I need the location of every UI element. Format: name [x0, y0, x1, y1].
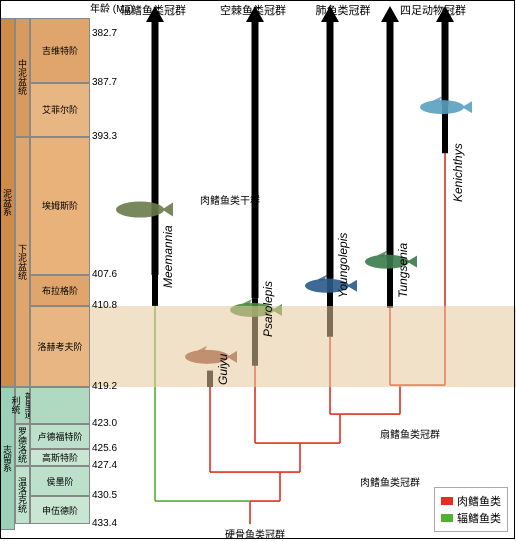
highlight-band	[90, 306, 516, 387]
strat-cell: 洛赫考夫阶	[30, 306, 90, 387]
clade-label: 扇鳍鱼类冠群	[380, 426, 440, 441]
crown-group-label: 四足动物冠群	[388, 2, 478, 18]
strat-cell: 吉维特阶	[30, 18, 90, 83]
taxon-label: Tungsenia	[396, 243, 410, 298]
strat-cell: 侯墨阶	[30, 466, 90, 496]
age-tick: 423.0	[92, 418, 117, 429]
stem-group-label: 肉鳍鱼类干群	[200, 192, 260, 207]
age-tick: 382.7	[92, 28, 117, 39]
clade-label: 肉鳍鱼类冠群	[360, 474, 420, 489]
strat-cell: 申伍德阶	[30, 496, 90, 524]
taxon-label: Kenichthys	[451, 143, 465, 202]
strat-cell: 高斯特阶	[30, 449, 90, 466]
taxon-label: Youngolepis	[336, 233, 350, 298]
age-tick: 387.7	[92, 77, 117, 88]
strat-cell: 泥盆系	[0, 18, 15, 387]
age-tick: 410.8	[92, 300, 117, 311]
diagram-canvas: 泥盆系志留系中泥盆统下泥盆统普里道利统罗德洛统温洛克统吉维特阶艾菲尔阶埃姆斯阶布…	[0, 0, 516, 540]
crown-group-label: 辐鳍鱼类冠群	[108, 2, 198, 18]
age-tick: 407.6	[92, 269, 117, 280]
age-tick: 393.3	[92, 131, 117, 142]
age-tick: 427.4	[92, 460, 117, 471]
crown-group-label: 肺鱼类冠群	[298, 2, 388, 18]
strat-cell: 埃姆斯阶	[30, 137, 90, 275]
strat-cell: 下泥盆统	[15, 137, 30, 387]
clade-label: 硬骨鱼类冠群	[225, 526, 285, 541]
age-tick: 433.4	[92, 518, 117, 529]
legend-label: 肉鳍鱼类	[457, 493, 501, 509]
age-tick: 419.2	[92, 381, 117, 392]
strat-cell: 罗德洛统	[15, 424, 30, 467]
age-tick: 430.5	[92, 490, 117, 501]
phylogeny-tree	[90, 0, 516, 540]
taxon-label: Meemannia	[161, 226, 175, 289]
taxon-label: Guiyu	[216, 354, 230, 385]
strat-cell: 布拉格阶	[30, 275, 90, 306]
strat-cell: 温洛克统	[15, 466, 30, 524]
strat-cell: 中泥盆统	[15, 18, 30, 137]
crown-group-label: 空棘鱼类冠群	[208, 2, 298, 18]
legend-swatch	[441, 514, 453, 522]
strat-cell: 卢德福特阶	[30, 424, 90, 449]
strat-cell: 普里道利统	[15, 387, 30, 424]
stratigraphy-column: 泥盆系志留系中泥盆统下泥盆统普里道利统罗德洛统温洛克统吉维特阶艾菲尔阶埃姆斯阶布…	[0, 0, 90, 540]
taxon-label: Psarolepis	[261, 281, 275, 337]
legend-swatch	[441, 497, 453, 505]
strat-cell	[30, 387, 90, 424]
legend-item: 肉鳍鱼类	[441, 493, 501, 509]
legend-item: 辐鳍鱼类	[441, 510, 501, 526]
age-tick: 425.6	[92, 443, 117, 454]
strat-cell: 艾菲尔阶	[30, 83, 90, 137]
legend-label: 辐鳍鱼类	[457, 510, 501, 526]
legend: 肉鳍鱼类辐鳍鱼类	[434, 487, 508, 532]
